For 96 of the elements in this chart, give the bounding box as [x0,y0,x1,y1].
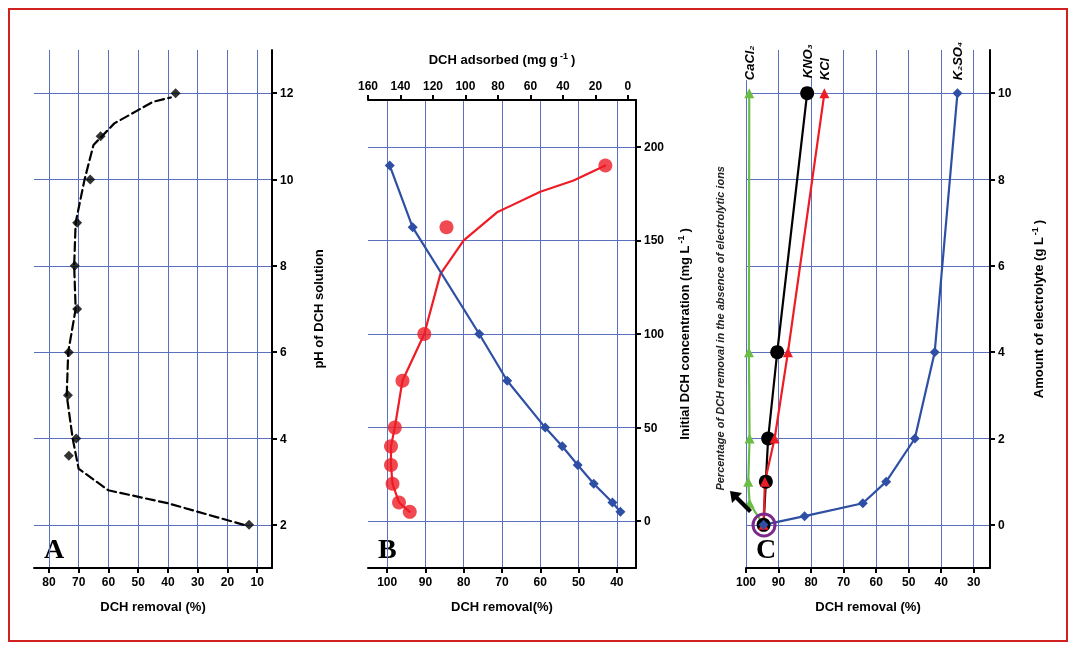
y-tick-label: 8 [998,172,1005,187]
point [743,476,754,487]
text: K₂SO₄ [949,41,965,81]
point [800,86,815,101]
y-tick-label: 150 [644,233,665,248]
x2-tick-label: 160 [357,79,379,93]
x-tick-label: 50 [901,575,916,589]
x-tick-label: 90 [418,575,433,589]
point [95,131,106,142]
x-tick-label: 40 [610,575,624,589]
x-tick-label: 70 [71,575,86,589]
x2-tick-label: 20 [588,79,603,93]
text: KNO₃ [799,44,815,79]
point [417,327,432,341]
point [857,498,868,509]
y-tick-label: 0 [644,514,651,529]
x-tick-label: 30 [190,575,205,589]
point [72,304,83,314]
point [881,476,892,487]
y-tick-label: 100 [644,327,665,341]
x-tick-label: 60 [101,575,116,589]
y-axis-title: Amount of electrolyte (g L-1) [1029,219,1046,399]
point [799,511,810,522]
x-tick-label: 80 [42,575,56,589]
y-tick-label: 2 [998,431,1005,446]
point [402,504,417,519]
y-tick-label: 4 [998,345,1005,360]
x2-tick-label: 40 [556,79,570,93]
point [929,347,940,358]
x-axis-title: DCH removal (%) [815,599,921,614]
text: KCl [816,57,832,81]
y-tick-label: 6 [280,345,287,360]
point [72,217,83,228]
x2-tick-label: 140 [390,79,411,93]
y-tick-label: 10 [280,172,294,187]
point [952,88,963,99]
y-tick-label: 4 [280,431,287,446]
annotation: C [756,532,777,564]
point [63,450,74,461]
x-tick-label: 100 [377,575,398,589]
x-tick-label: 80 [804,575,819,589]
x-axis-title: DCH removal (%) [100,599,206,614]
x2-tick-label: 100 [455,79,476,93]
x-tick-label: 20 [220,575,235,589]
point [598,158,613,173]
point [744,88,755,99]
x-tick-label: 40 [934,575,949,589]
text: Percentage of DCH removal in the absence of electrolytic ions [714,166,726,491]
x-tick-label: 10 [250,575,265,589]
point [770,345,785,360]
x-tick-label: 70 [495,575,509,589]
y-axis-title: pH of DCH solution [311,249,326,369]
point [387,420,402,435]
point [744,433,755,444]
point [782,347,793,358]
point [819,88,830,99]
y-tick-label: 8 [280,258,287,273]
x-tick-label: 30 [967,575,981,589]
x-tick-label: 60 [869,575,884,589]
x-tick-label: 50 [571,575,586,589]
point [71,433,82,444]
point [383,458,398,473]
x-tick-label: 90 [771,575,786,589]
x-tick-label: 40 [161,575,175,589]
y-tick-label: 200 [644,139,665,154]
point [62,390,73,401]
x-tick-label: 80 [457,575,471,589]
y-tick-label: 2 [280,517,287,532]
point [769,433,780,444]
point [85,174,96,185]
point [909,433,920,444]
point [244,519,255,530]
x2-tick-label: 0 [624,79,632,93]
y-tick-label: 0 [998,517,1005,532]
x-axis-title: DCH removal(%) [451,599,553,614]
point [439,220,454,235]
x-tick-label: 100 [735,575,757,589]
point [383,439,398,454]
point [170,88,181,99]
point [63,347,74,358]
x2-tick-label: 80 [491,79,505,93]
x-tick-label: 60 [533,575,548,589]
point [69,260,80,271]
point [392,495,407,510]
y-tick-label: 6 [998,258,1005,273]
point [395,373,410,388]
y-axis-title: Initial DCH concentration (mg L-1) [675,228,692,440]
y-tick-label: 12 [280,86,294,101]
y-tick-label: 50 [644,420,658,435]
x2-tick-label: 60 [523,79,538,93]
x-tick-label: 50 [131,575,146,589]
y-tick-label: 10 [998,86,1012,101]
x2-tick-label: 120 [422,79,444,93]
x-tick-label: 70 [836,575,851,589]
point [385,476,400,491]
text: CaCl₂ [741,45,757,81]
